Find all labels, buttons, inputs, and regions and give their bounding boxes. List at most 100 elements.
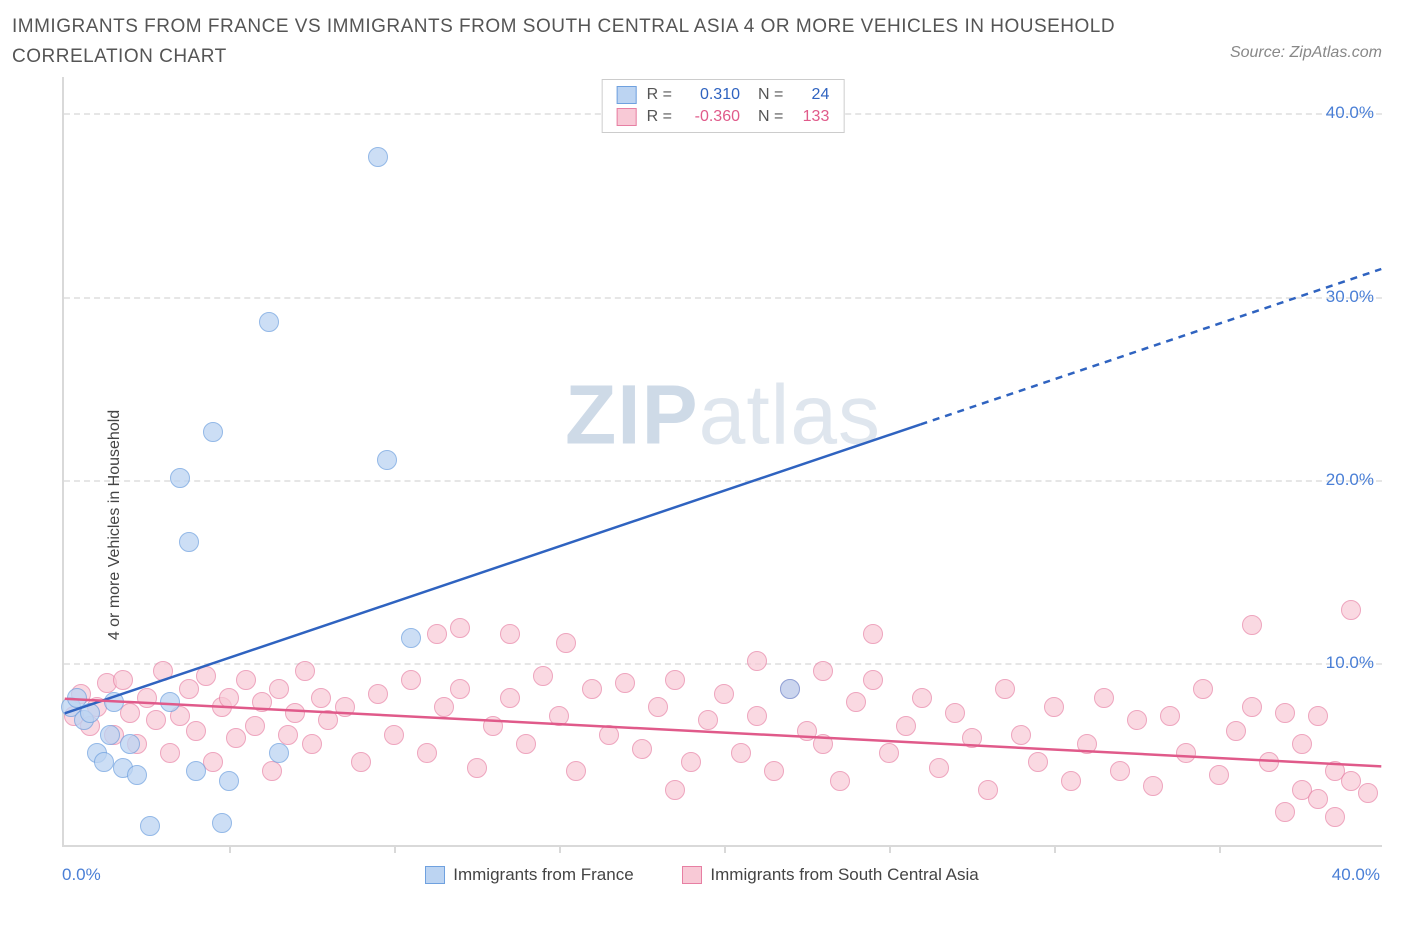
source-attribution: Source: ZipAtlas.com (1230, 12, 1394, 62)
point-asia (764, 761, 784, 781)
point-asia (714, 684, 734, 704)
point-asia (615, 673, 635, 693)
point-asia (483, 716, 503, 736)
stats-row-asia: R = -0.360 N = 133 (603, 106, 844, 128)
point-asia (269, 679, 289, 699)
stats-row-france: R = 0.310 N = 24 (603, 84, 844, 106)
y-tick-label: 20.0% (1326, 470, 1374, 490)
point-asia (1061, 771, 1081, 791)
point-france (100, 725, 120, 745)
point-asia (1143, 776, 1163, 796)
point-asia (368, 684, 388, 704)
point-asia (311, 688, 331, 708)
n-label: N = (758, 108, 783, 126)
point-asia (427, 624, 447, 644)
watermark: ZIPatlas (565, 366, 881, 463)
swatch-france (617, 86, 637, 104)
point-france (120, 734, 140, 754)
point-asia (196, 666, 216, 686)
point-asia (813, 734, 833, 754)
point-asia (665, 780, 685, 800)
point-asia (450, 679, 470, 699)
point-asia (1341, 600, 1361, 620)
point-france (170, 468, 190, 488)
point-asia (467, 758, 487, 778)
point-asia (1077, 734, 1097, 754)
point-france (269, 743, 289, 763)
point-france (94, 752, 114, 772)
x-tick (1054, 845, 1056, 853)
point-asia (351, 752, 371, 772)
point-asia (731, 743, 751, 763)
point-france (186, 761, 206, 781)
y-tick-label: 10.0% (1326, 653, 1374, 673)
point-asia (1226, 721, 1246, 741)
point-france (104, 692, 124, 712)
point-asia (384, 725, 404, 745)
legend-item-france: Immigrants from France (425, 865, 633, 885)
point-france (127, 765, 147, 785)
point-asia (153, 661, 173, 681)
point-asia (566, 761, 586, 781)
point-asia (962, 728, 982, 748)
swatch-asia (682, 866, 702, 884)
point-france (219, 771, 239, 791)
point-asia (978, 780, 998, 800)
point-asia (995, 679, 1015, 699)
n-value-france: 24 (793, 86, 829, 104)
point-asia (179, 679, 199, 699)
point-asia (1011, 725, 1031, 745)
point-asia (747, 651, 767, 671)
gridline (64, 663, 1382, 665)
point-asia (302, 734, 322, 754)
point-asia (450, 618, 470, 638)
x-tick (1219, 845, 1221, 853)
point-asia (1292, 734, 1312, 754)
point-asia (648, 697, 668, 717)
point-asia (846, 692, 866, 712)
point-asia (599, 725, 619, 745)
point-asia (929, 758, 949, 778)
point-asia (533, 666, 553, 686)
point-asia (830, 771, 850, 791)
point-asia (912, 688, 932, 708)
point-asia (401, 670, 421, 690)
point-asia (245, 716, 265, 736)
point-asia (1110, 761, 1130, 781)
y-tick-label: 30.0% (1326, 287, 1374, 307)
point-asia (747, 706, 767, 726)
point-asia (1176, 743, 1196, 763)
point-asia (219, 688, 239, 708)
point-asia (278, 725, 298, 745)
point-asia (137, 688, 157, 708)
series-legend: Immigrants from France Immigrants from S… (12, 865, 1392, 889)
point-asia (896, 716, 916, 736)
r-label: R = (647, 86, 672, 104)
y-tick-label: 40.0% (1326, 103, 1374, 123)
x-tick (229, 845, 231, 853)
point-asia (945, 703, 965, 723)
point-asia (434, 697, 454, 717)
x-tick (559, 845, 561, 853)
point-asia (417, 743, 437, 763)
point-asia (1308, 706, 1328, 726)
point-asia (1209, 765, 1229, 785)
point-france (179, 532, 199, 552)
point-asia (556, 633, 576, 653)
point-asia (285, 703, 305, 723)
point-france (203, 422, 223, 442)
point-asia (1094, 688, 1114, 708)
point-france (780, 679, 800, 699)
x-tick (889, 845, 891, 853)
point-asia (1242, 615, 1262, 635)
page-title: IMMIGRANTS FROM FRANCE VS IMMIGRANTS FRO… (12, 12, 1152, 73)
point-asia (1259, 752, 1279, 772)
legend-item-asia: Immigrants from South Central Asia (682, 865, 978, 885)
point-asia (1127, 710, 1147, 730)
point-asia (1325, 807, 1345, 827)
point-asia (1358, 783, 1378, 803)
r-value-france: 0.310 (682, 86, 740, 104)
point-asia (226, 728, 246, 748)
point-asia (1028, 752, 1048, 772)
point-asia (236, 670, 256, 690)
